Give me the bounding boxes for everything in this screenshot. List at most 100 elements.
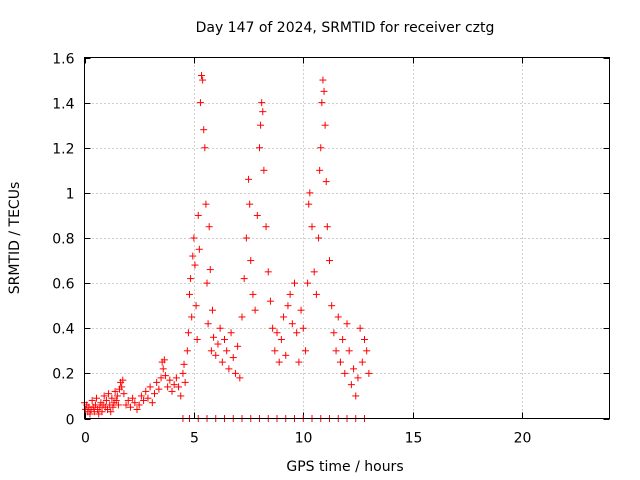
data-point bbox=[316, 166, 324, 174]
y-tick-label: 0 bbox=[66, 413, 75, 429]
axis-ticks: 0 0.2 0.4 0.6 0.8 1 1.2 1.4 1.6 0 5 10 15 20 bbox=[52, 52, 610, 447]
data-point bbox=[246, 200, 254, 208]
data-point bbox=[140, 396, 148, 404]
data-point bbox=[170, 381, 178, 389]
data-point bbox=[93, 394, 101, 402]
data-point bbox=[291, 279, 298, 287]
y-tick-label: 0.8 bbox=[52, 232, 74, 248]
data-point bbox=[273, 329, 281, 337]
data-point bbox=[363, 347, 371, 355]
data-point bbox=[109, 403, 117, 411]
data-point bbox=[202, 200, 210, 208]
data-point bbox=[126, 403, 134, 411]
data-point bbox=[318, 99, 326, 107]
data-point bbox=[214, 340, 222, 348]
data-point bbox=[199, 76, 207, 84]
data-point bbox=[227, 329, 235, 337]
data-point bbox=[105, 390, 113, 398]
data-point bbox=[354, 374, 362, 382]
data-point bbox=[218, 358, 226, 366]
data-point bbox=[264, 268, 272, 276]
x-tick-label: 15 bbox=[405, 431, 423, 447]
data-point bbox=[295, 358, 303, 366]
data-point bbox=[238, 313, 246, 321]
chart-title: Day 147 of 2024, SRMTID for receiver czt… bbox=[196, 20, 495, 36]
data-point bbox=[207, 347, 215, 355]
data-point bbox=[191, 261, 199, 269]
data-point bbox=[196, 99, 204, 107]
data-point bbox=[277, 336, 285, 344]
data-point bbox=[275, 358, 283, 366]
data-point bbox=[198, 72, 206, 80]
data-point bbox=[148, 399, 156, 407]
data-point bbox=[206, 266, 214, 274]
data-point bbox=[358, 358, 366, 366]
data-point bbox=[334, 313, 342, 321]
data-point bbox=[151, 390, 158, 398]
data-point bbox=[301, 347, 309, 355]
data-point bbox=[164, 383, 172, 391]
data-point bbox=[240, 275, 248, 283]
grid bbox=[84, 57, 610, 419]
data-point bbox=[223, 347, 231, 355]
data-point bbox=[168, 387, 176, 395]
data-point bbox=[98, 408, 106, 416]
data-point bbox=[166, 376, 174, 384]
data-point bbox=[208, 306, 216, 314]
data-point bbox=[91, 401, 99, 409]
data-point bbox=[236, 374, 244, 382]
data-point bbox=[88, 396, 96, 404]
data-point bbox=[319, 76, 327, 84]
data-point bbox=[242, 234, 250, 242]
data-point bbox=[231, 369, 239, 377]
data-point bbox=[260, 166, 268, 174]
y-tick-label: 1.6 bbox=[52, 52, 74, 68]
y-tick-label: 1.2 bbox=[52, 142, 74, 158]
data-point bbox=[288, 320, 296, 328]
data-point bbox=[330, 329, 338, 337]
data-point bbox=[180, 360, 188, 368]
data-point bbox=[113, 392, 121, 400]
data-point bbox=[135, 401, 143, 409]
y-tick-label: 0.4 bbox=[52, 322, 74, 338]
data-point bbox=[153, 378, 161, 386]
data-point bbox=[172, 374, 180, 382]
data-point bbox=[181, 378, 189, 386]
data-point bbox=[320, 87, 328, 95]
data-point bbox=[286, 290, 294, 298]
data-point bbox=[332, 347, 340, 355]
data-point bbox=[216, 324, 224, 332]
data-point bbox=[119, 376, 127, 384]
data-point bbox=[315, 234, 323, 242]
y-tick-label: 0.6 bbox=[52, 277, 74, 293]
data-point bbox=[200, 126, 208, 134]
data-point bbox=[339, 336, 347, 344]
data-point bbox=[221, 336, 228, 344]
data-point bbox=[118, 383, 126, 391]
data-point bbox=[251, 306, 259, 314]
data-point bbox=[133, 405, 141, 413]
data-point bbox=[137, 392, 145, 400]
data-point bbox=[120, 390, 128, 398]
data-point bbox=[343, 320, 351, 328]
data-point bbox=[188, 313, 196, 321]
data-point bbox=[204, 320, 212, 328]
x-axis-label: GPS time / hours bbox=[286, 459, 403, 475]
data-point bbox=[336, 358, 344, 366]
data-point bbox=[107, 408, 115, 416]
x-tick-label: 20 bbox=[514, 431, 532, 447]
data-point bbox=[245, 175, 253, 183]
data-point bbox=[310, 268, 318, 276]
data-point bbox=[129, 394, 137, 402]
data-point bbox=[293, 329, 301, 337]
data-point bbox=[122, 401, 130, 409]
data-point bbox=[312, 290, 320, 298]
data-point bbox=[350, 365, 358, 373]
data-point bbox=[177, 392, 185, 400]
data-point bbox=[229, 354, 237, 362]
data-point bbox=[259, 108, 267, 116]
data-point bbox=[356, 324, 364, 332]
data-point bbox=[155, 385, 163, 393]
data-point bbox=[146, 383, 154, 391]
